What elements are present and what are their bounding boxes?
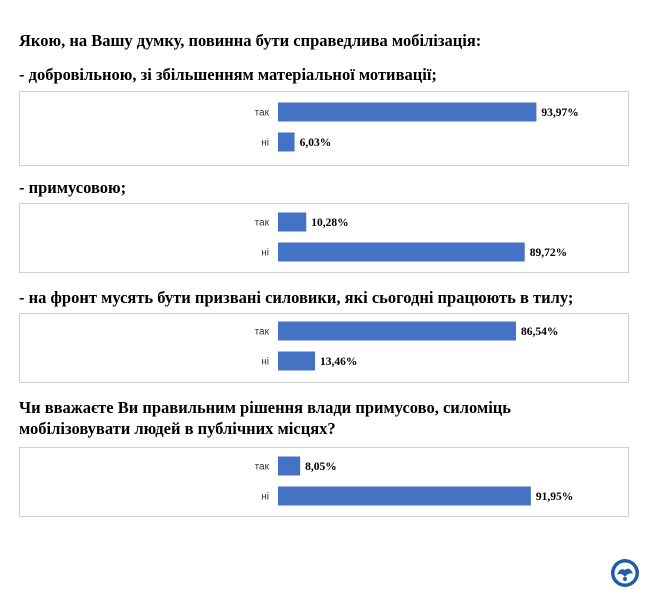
question-2-line-2: мобілізовувати людей в публічних місцях? xyxy=(19,419,336,438)
category-label: ні xyxy=(261,357,269,368)
bar xyxy=(278,456,301,476)
value-label: 91,95% xyxy=(536,491,573,503)
category-label: ні xyxy=(261,492,269,503)
value-label: 10,28% xyxy=(311,217,348,229)
category-label: так xyxy=(255,218,270,229)
value-label: 86,54% xyxy=(521,326,558,338)
value-label: 89,72% xyxy=(530,247,567,259)
option-3-heading: - на фронт мусять бути призвані силовики… xyxy=(19,288,574,307)
organization-logo-icon xyxy=(611,559,639,587)
value-label: 93,97% xyxy=(541,107,578,119)
bar xyxy=(278,102,537,122)
bar xyxy=(278,212,307,232)
option-2-heading: - примусовою; xyxy=(19,178,127,197)
bar xyxy=(278,321,516,341)
bar xyxy=(278,242,525,262)
option-1-heading: - добровільною, зі збільшенням матеріаль… xyxy=(19,65,437,84)
value-label: 13,46% xyxy=(320,356,357,368)
chart-voluntary-svg: так 93,97% ні 6,03% xyxy=(255,102,579,152)
main-question: Якою, на Вашу думку, повинна бути справе… xyxy=(19,31,482,50)
value-label: 8,05% xyxy=(305,461,337,473)
chart-compulsory: так 10,28% ні 89,72% xyxy=(19,203,629,273)
bar xyxy=(278,351,316,371)
chart-voluntary: так 93,97% ні 6,03% xyxy=(19,91,629,166)
chart-public-places-svg: так 8,05% ні 91,95% xyxy=(255,456,573,506)
value-label: 6,03% xyxy=(300,137,332,149)
category-label: так xyxy=(255,462,270,473)
category-label: так xyxy=(255,108,270,119)
category-label: ні xyxy=(261,248,269,259)
chart-public-places: так 8,05% ні 91,95% xyxy=(19,447,629,517)
bar xyxy=(278,132,295,152)
question-2-line-1: Чи вважаєте Ви правильним рішення влади … xyxy=(19,398,512,417)
chart-compulsory-svg: так 10,28% ні 89,72% xyxy=(255,212,567,262)
chart-security-forces-svg: так 86,54% ні 13,46% xyxy=(255,321,558,371)
category-label: ні xyxy=(261,138,269,149)
chart-security-forces: так 86,54% ні 13,46% xyxy=(19,313,629,383)
category-label: так xyxy=(255,327,270,338)
bar xyxy=(278,486,531,506)
